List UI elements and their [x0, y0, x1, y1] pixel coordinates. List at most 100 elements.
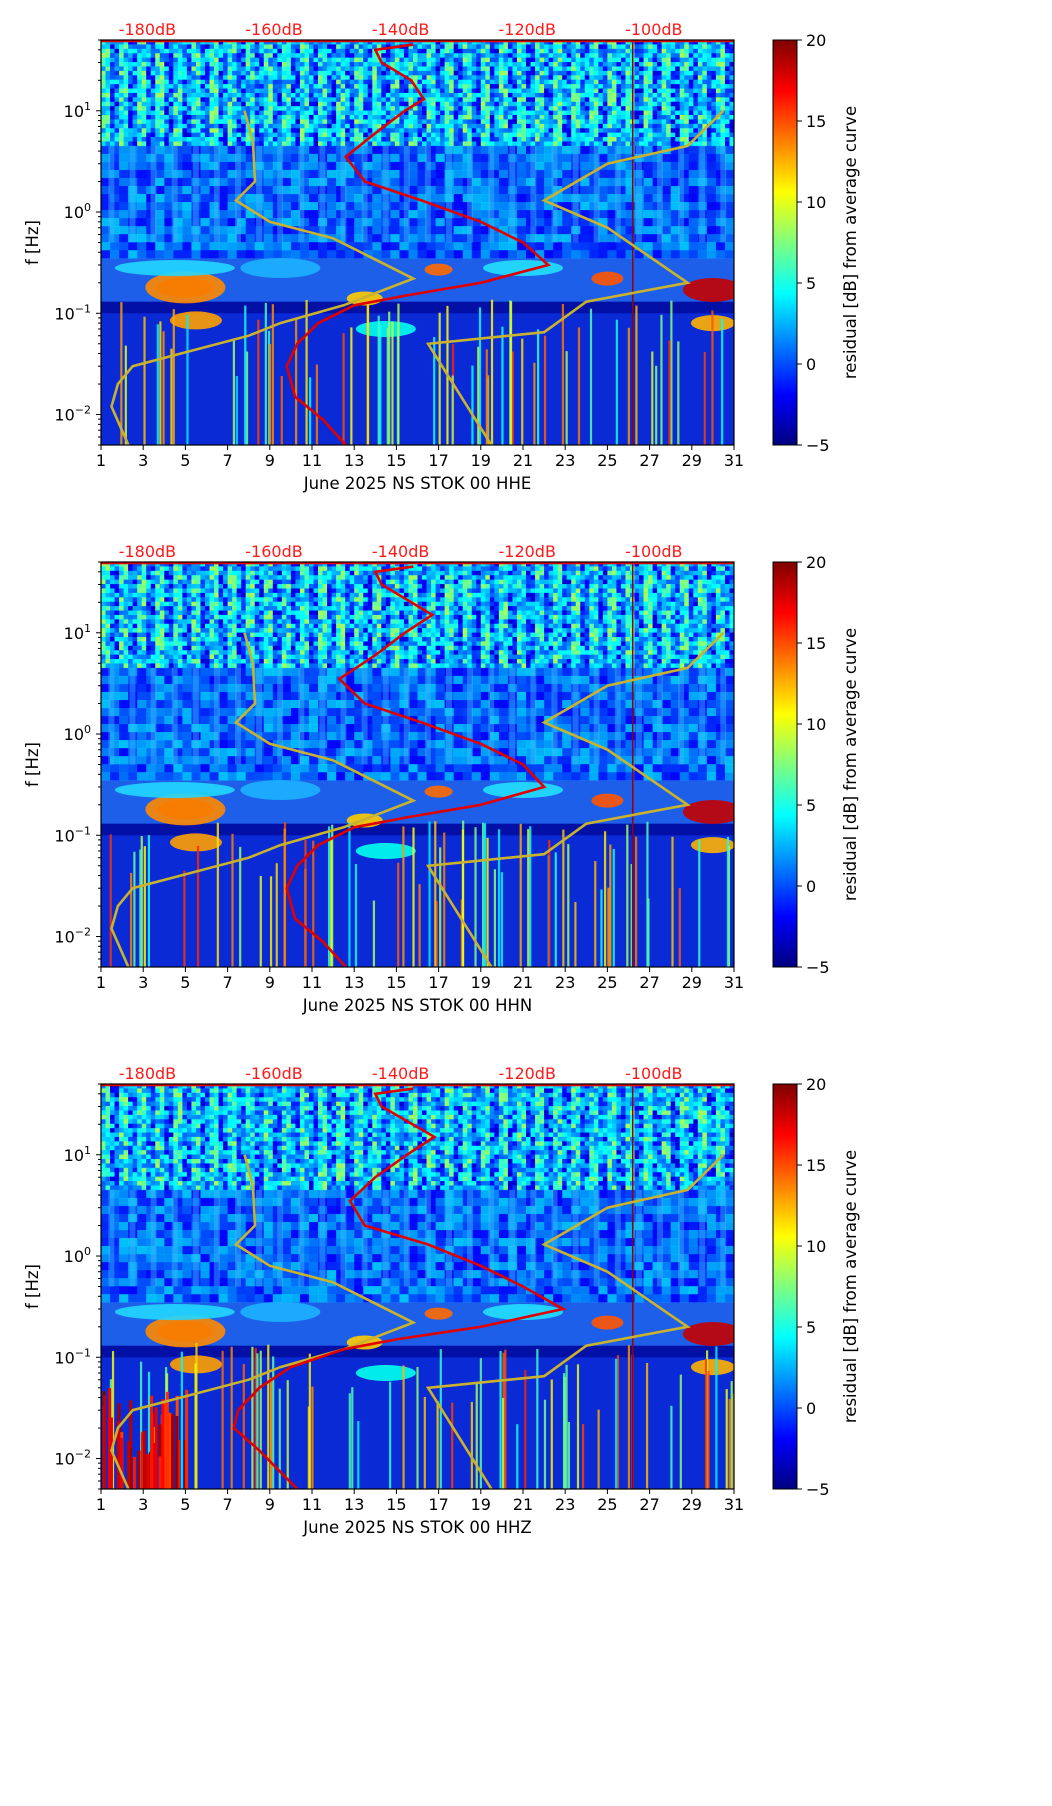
x-tick-label: 1: [96, 451, 106, 470]
x-tick-label: 13: [344, 973, 364, 992]
x-tick-label: 3: [138, 973, 148, 992]
colorbar-tick-label: 15: [806, 112, 826, 131]
y-tick-label: 100: [64, 201, 91, 222]
y-tick-label: 101: [64, 1144, 91, 1165]
x-tick-label: 9: [265, 451, 275, 470]
colorbar-tick-label: 10: [806, 193, 826, 212]
colorbar-tick-label: 0: [806, 877, 816, 896]
x-tick-label: 13: [344, 451, 364, 470]
x-tick-label: 13: [344, 1495, 364, 1514]
x-tick-label: 27: [639, 973, 659, 992]
y-tick-label: 101: [64, 622, 91, 643]
x-tick-label: 15: [386, 1495, 406, 1514]
colorbar-label: residual [dB] from average curve: [841, 106, 860, 379]
reference-curve-2: [425, 109, 725, 445]
median-psd-curve: [285, 43, 551, 445]
colorbar-tick-label: 0: [806, 355, 816, 374]
x-axis-label: June 2025 NS STOK 00 HHE: [303, 474, 532, 493]
colorbar-tick-label: −5: [806, 958, 830, 977]
y-axis-label: f [Hz]: [23, 742, 42, 787]
x-tick-label: 19: [471, 973, 491, 992]
x-tick-label: 7: [223, 1495, 233, 1514]
db-scale-label: -160dB: [245, 20, 302, 39]
y-tick-label: 10−1: [54, 1346, 91, 1367]
db-scale-label: -140dB: [372, 1064, 429, 1083]
x-tick-label: 1: [96, 1495, 106, 1514]
x-tick-label: 3: [138, 1495, 148, 1514]
median-psd-curve: [232, 1087, 567, 1489]
x-tick-label: 5: [180, 1495, 190, 1514]
reference-curve-1: [110, 632, 417, 967]
x-tick-label: 3: [138, 451, 148, 470]
x-tick-label: 31: [724, 1495, 744, 1514]
reference-curve-1: [110, 1154, 417, 1489]
x-tick-label: 25: [597, 1495, 617, 1514]
x-tick-label: 23: [555, 973, 575, 992]
y-tick-label: 101: [64, 100, 91, 121]
colorbar-label: residual [dB] from average curve: [841, 628, 860, 901]
colorbar-tick-label: 5: [806, 1318, 816, 1337]
x-tick-label: 11: [302, 973, 322, 992]
reference-curve-1: [110, 110, 417, 445]
x-tick-label: 15: [386, 973, 406, 992]
y-tick-label: 10−2: [54, 926, 91, 947]
x-axis-label: June 2025 NS STOK 00 HHZ: [302, 1518, 531, 1537]
colorbar-tick-label: 15: [806, 1156, 826, 1175]
x-tick-label: 25: [597, 451, 617, 470]
colorbar: [772, 39, 798, 446]
colorbar-tick-label: 20: [806, 1075, 826, 1094]
y-tick-label: 100: [64, 1245, 91, 1266]
db-scale-label: -120dB: [498, 20, 555, 39]
db-scale-label: -160dB: [245, 542, 302, 561]
x-tick-label: 15: [386, 451, 406, 470]
x-tick-label: 21: [513, 1495, 533, 1514]
y-tick-label: 10−1: [54, 824, 91, 845]
db-scale-label: -120dB: [498, 1064, 555, 1083]
db-scale-label: -120dB: [498, 542, 555, 561]
x-tick-label: 31: [724, 451, 744, 470]
heatmap-image: [101, 40, 734, 445]
db-scale-label: -180dB: [119, 542, 176, 561]
db-scale-label: -140dB: [372, 20, 429, 39]
x-tick-label: 27: [639, 1495, 659, 1514]
x-tick-label: 11: [302, 451, 322, 470]
colorbar: [772, 561, 798, 968]
x-tick-label: 31: [724, 973, 744, 992]
heatmap-image: [101, 1084, 734, 1489]
colorbar: [772, 1083, 798, 1490]
x-tick-label: 29: [682, 451, 702, 470]
x-tick-label: 17: [428, 1495, 448, 1514]
colorbar-tick-label: 10: [806, 1237, 826, 1256]
reference-curve-2: [425, 1153, 725, 1489]
x-tick-label: 7: [223, 451, 233, 470]
x-axis-label: June 2025 NS STOK 00 HHN: [302, 996, 532, 1015]
x-tick-label: 23: [555, 1495, 575, 1514]
db-scale-label: -180dB: [119, 1064, 176, 1083]
x-tick-label: 19: [471, 1495, 491, 1514]
colorbar-tick-label: 20: [806, 553, 826, 572]
x-tick-label: 7: [223, 973, 233, 992]
colorbar-tick-label: 5: [806, 796, 816, 815]
x-tick-label: 17: [428, 973, 448, 992]
x-tick-label: 25: [597, 973, 617, 992]
y-tick-label: 100: [64, 723, 91, 744]
heatmap-image: [101, 562, 734, 967]
db-scale-label: -160dB: [245, 1064, 302, 1083]
x-tick-label: 29: [682, 973, 702, 992]
x-tick-label: 23: [555, 451, 575, 470]
x-tick-label: 29: [682, 1495, 702, 1514]
db-scale-label: -100dB: [625, 20, 682, 39]
x-tick-label: 11: [302, 1495, 322, 1514]
x-tick-label: 9: [265, 1495, 275, 1514]
x-tick-label: 19: [471, 451, 491, 470]
y-axis-label: f [Hz]: [23, 1264, 42, 1309]
x-tick-label: 1: [96, 973, 106, 992]
colorbar-tick-label: 20: [806, 31, 826, 50]
colorbar-tick-label: 5: [806, 274, 816, 293]
y-tick-label: 10−2: [54, 1448, 91, 1469]
colorbar-tick-label: −5: [806, 1480, 830, 1499]
x-tick-label: 27: [639, 451, 659, 470]
